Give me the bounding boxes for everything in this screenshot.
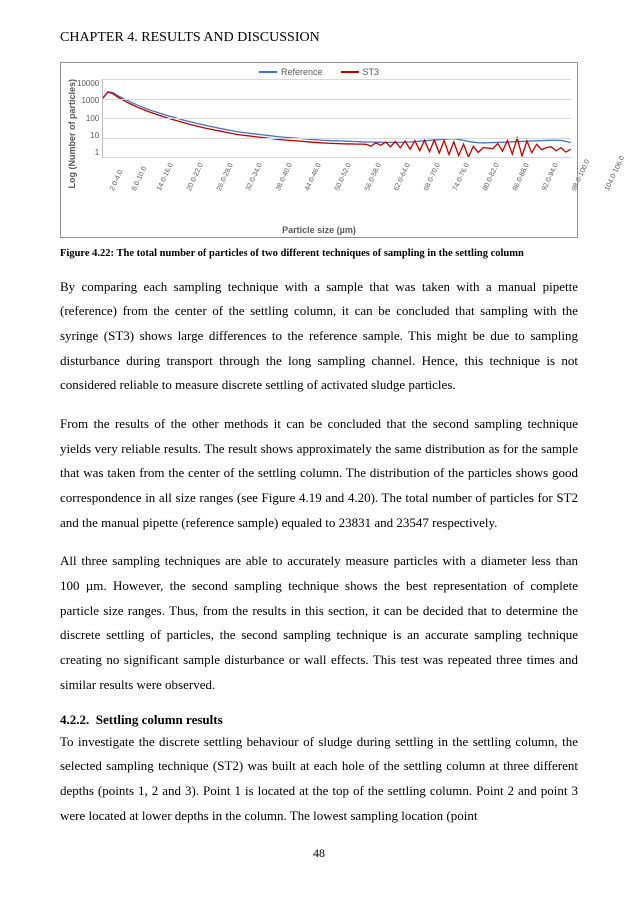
y-tick: 100 [77, 114, 99, 123]
x-tick: 104.0-106.0 [604, 155, 638, 203]
chart-container: Reference ST3 Log (Number of particles) … [60, 62, 578, 238]
legend-label: ST3 [363, 67, 380, 77]
body-paragraph: By comparing each sampling technique wit… [60, 275, 578, 398]
y-tick: 10000 [77, 79, 99, 88]
legend-swatch [341, 71, 359, 73]
section-number: 4.2.2. [60, 712, 89, 727]
grid-line [103, 118, 571, 119]
legend-label: Reference [281, 67, 323, 77]
series-st3 [103, 92, 571, 157]
page-number: 48 [60, 846, 578, 861]
section-heading: 4.2.2. Settling column results [60, 712, 578, 728]
y-tick: 10 [77, 131, 99, 140]
grid-line [103, 157, 571, 158]
legend-item-reference: Reference [259, 67, 323, 77]
legend-item-st3: ST3 [341, 67, 380, 77]
body-paragraph: From the results of the other methods it… [60, 412, 578, 535]
chart-plot [102, 79, 571, 158]
chapter-header: CHAPTER 4. RESULTS AND DISCUSSION [60, 30, 578, 46]
chart-legend: Reference ST3 [67, 67, 571, 77]
legend-swatch [259, 71, 277, 73]
figure-caption: Figure 4.22: The total number of particl… [60, 248, 578, 259]
x-tick-labels: 2.0-4.08.0-10.014.0-16.020.0-22.026.0-28… [109, 189, 571, 223]
y-axis-label: Log (Number of particles) [67, 79, 77, 189]
y-tick-labels: 10000 1000 100 10 1 [77, 79, 102, 157]
grid-line [103, 138, 571, 139]
grid-line [103, 79, 571, 80]
grid-line [103, 99, 571, 100]
section-title: Settling column results [96, 712, 223, 727]
x-axis-label: Particle size (µm) [67, 225, 571, 235]
body-paragraph: To investigate the discrete settling beh… [60, 730, 578, 829]
page: CHAPTER 4. RESULTS AND DISCUSSION Refere… [0, 0, 638, 901]
y-tick: 1000 [77, 96, 99, 105]
body-paragraph: All three sampling techniques are able t… [60, 549, 578, 697]
y-tick: 1 [77, 148, 99, 157]
